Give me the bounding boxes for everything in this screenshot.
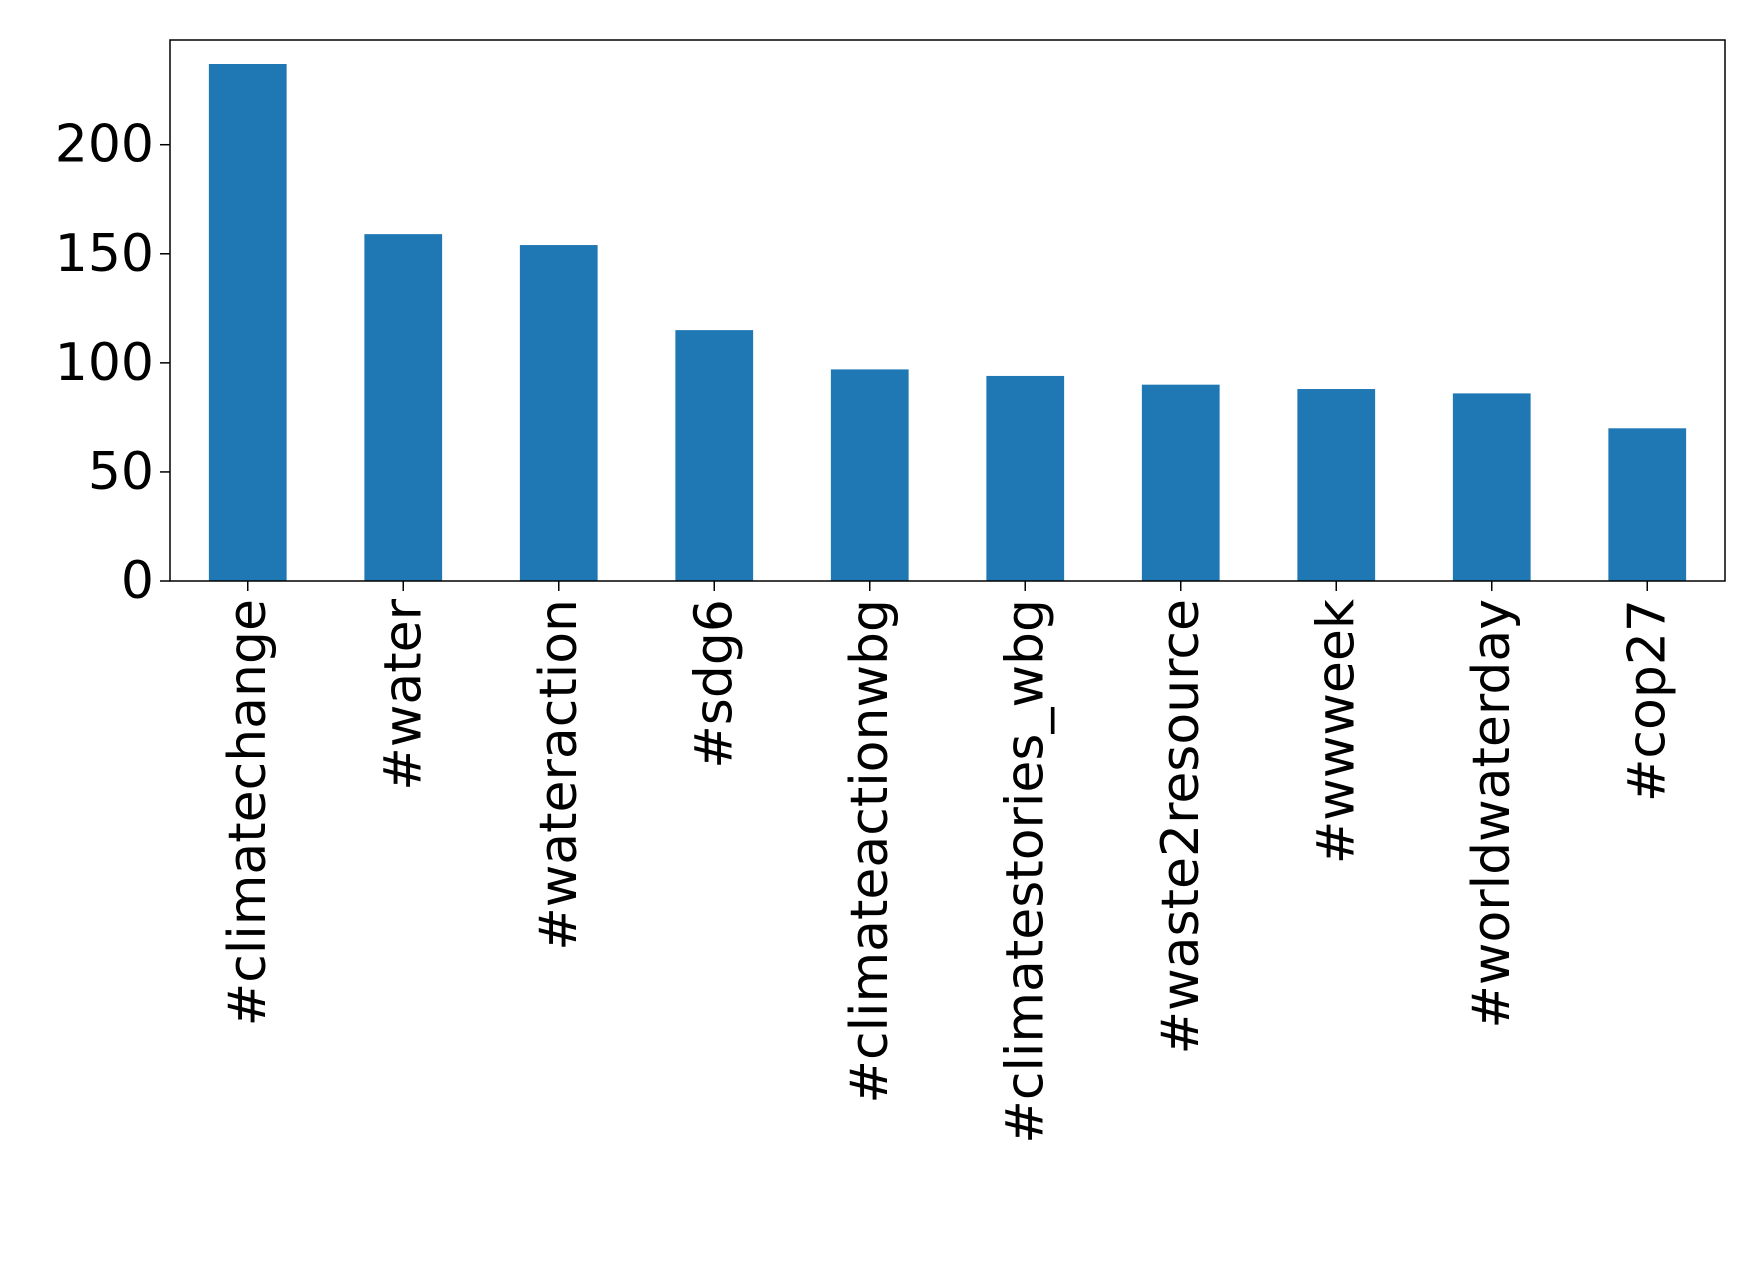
y-tick-label: 100 (55, 333, 154, 393)
bar-climatestories-wbg (986, 375, 1065, 581)
x-tick-label: #climatechange (218, 599, 278, 1026)
x-tick-label: #water (373, 598, 433, 790)
y-tick-label: 150 (55, 224, 154, 284)
bar-climatechange (208, 63, 287, 581)
plot-frame (169, 39, 1726, 582)
bar-sdg6 (675, 330, 754, 581)
x-tick-label: #climatestories_wbg (995, 599, 1055, 1144)
x-tick-label: #sdg6 (684, 599, 744, 769)
x-tick-label: #waste2resource (1151, 599, 1211, 1054)
y-tick-label: 50 (88, 442, 154, 502)
bar-climateactionwbg (830, 369, 909, 581)
bar-water (364, 234, 443, 581)
y-axis: 0 50 100 150 200 (55, 115, 170, 611)
x-tick-label: #cop27 (1617, 599, 1677, 802)
bar-worldwaterday (1452, 393, 1531, 581)
x-tick-label: #worldwaterday (1462, 599, 1522, 1029)
y-tick-label: 0 (121, 551, 154, 611)
bar-wwweek (1297, 389, 1376, 581)
bar-cop27 (1608, 428, 1687, 581)
x-tick-label: #wateraction (529, 599, 589, 951)
y-tick-label: 200 (55, 115, 154, 175)
x-tick-label: #wwweek (1306, 599, 1366, 864)
x-axis: #climatechange #water #wateraction #sdg6 #cl… (218, 581, 1677, 1144)
bar-wateraction (519, 245, 598, 581)
bars-group (208, 63, 1687, 581)
x-tick-label: #climateactionwbg (840, 599, 900, 1104)
bar-waste2resource (1141, 384, 1220, 581)
